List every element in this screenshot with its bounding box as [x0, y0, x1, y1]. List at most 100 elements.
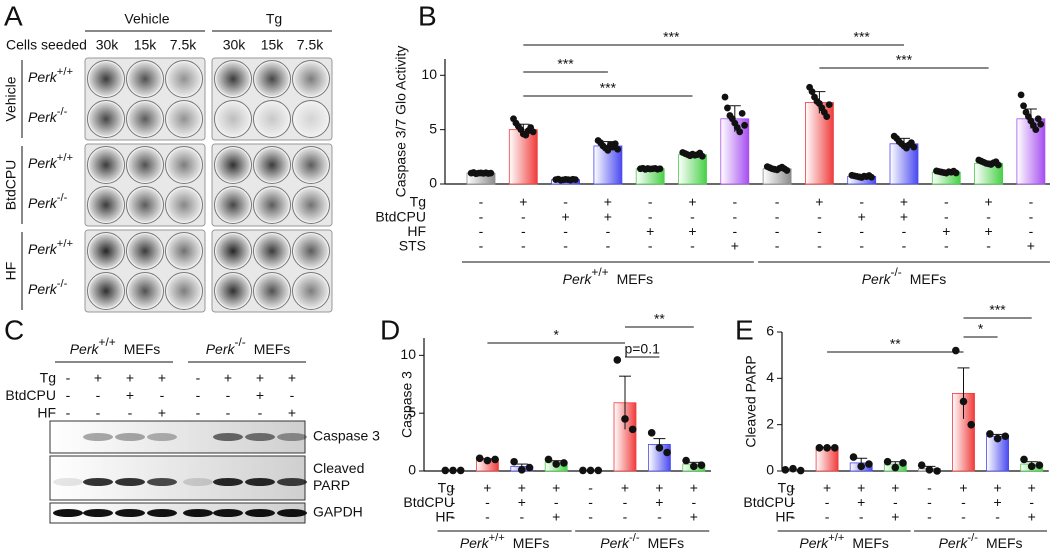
well-stain	[216, 62, 250, 96]
treatment-label: BtdCPU	[743, 494, 794, 510]
treatment-sign: -	[485, 509, 490, 525]
blot-band	[83, 478, 113, 486]
treatment-sign: +	[224, 370, 232, 386]
data-point	[917, 461, 926, 470]
treatment-sign: -	[648, 238, 653, 254]
well-stain	[216, 234, 250, 268]
treatment-sign: -	[521, 208, 526, 224]
treatment-sign: -	[791, 494, 796, 510]
treatment-sign: +	[688, 223, 696, 239]
gene: Perk	[862, 271, 892, 287]
genotype: -/-	[57, 278, 68, 290]
treatment-sign: -	[775, 238, 780, 254]
panel-letter: C	[4, 314, 24, 345]
treatment-sign: +	[823, 480, 831, 496]
y-tick-label: 0	[408, 462, 416, 478]
well-stain	[167, 62, 201, 96]
treatment-sign: +	[688, 194, 696, 210]
data-point	[697, 461, 706, 470]
blot	[49, 455, 306, 501]
blot-band	[183, 433, 213, 441]
well-stain	[128, 148, 162, 182]
well-stain	[294, 234, 328, 268]
treatment-sign: +	[646, 223, 654, 239]
data-point	[647, 429, 656, 437]
treatment-sign: +	[655, 480, 663, 496]
treatment-sign: -	[479, 208, 484, 224]
treatment-sign: +	[858, 208, 866, 224]
treatment-sign: +	[288, 405, 296, 421]
well-stain	[216, 188, 250, 222]
genotype-label: Perk+/+ MEFs	[563, 265, 654, 287]
treatment-label: Vehicle	[3, 76, 19, 121]
well-stain	[128, 102, 162, 136]
treatment-sign: -	[623, 509, 628, 525]
genotype-label: Perk-/-	[28, 106, 68, 125]
significance-label: p=0.1	[624, 341, 660, 357]
blot-band	[83, 433, 113, 441]
suffix: MEFs	[124, 341, 161, 357]
treatment-sign: -	[961, 494, 966, 510]
treatment-sign: -	[927, 509, 932, 525]
condition-label: Tg	[266, 11, 282, 27]
genotype: +/+	[57, 238, 73, 250]
panel-letter: B	[418, 0, 437, 31]
treatment-sign: -	[521, 238, 526, 254]
treatment-sign: -	[648, 194, 653, 210]
panel-letter: A	[4, 0, 23, 31]
treatment-sign: +	[690, 509, 698, 525]
data-point	[952, 346, 960, 355]
blot-band	[183, 509, 213, 517]
treatment-sign: +	[604, 208, 612, 224]
treatment-label: HF	[435, 509, 454, 525]
well-stain	[255, 102, 289, 136]
genotype: -/-	[629, 532, 640, 544]
suffix: MEFs	[513, 535, 550, 551]
significance-label: ***	[896, 52, 913, 68]
genotype-label: Perk+/+	[28, 66, 73, 85]
data-point	[525, 463, 534, 472]
data-point	[613, 356, 622, 364]
treatment-sign: -	[732, 223, 737, 239]
data-point	[690, 462, 698, 471]
treatment-sign: -	[859, 509, 864, 525]
treatment-sign: -	[606, 238, 611, 254]
treatment-sign: +	[519, 194, 527, 210]
density-label: 15k	[261, 37, 285, 53]
well-stain	[167, 274, 201, 308]
treatment-sign: -	[690, 208, 695, 224]
blot-band	[213, 433, 243, 441]
bar	[1016, 118, 1046, 185]
treatment-sign: -	[588, 494, 593, 510]
genotype-label: Perk+/+ MEFs	[460, 532, 550, 551]
genotype-label: Perk-/- MEFs	[939, 532, 1023, 551]
treatment-sign: +	[126, 387, 134, 403]
data-point	[993, 434, 1002, 443]
blot-band	[245, 433, 275, 441]
treatment-sign: -	[588, 509, 593, 525]
treatment-sign: -	[196, 405, 201, 421]
data-point	[529, 128, 537, 136]
treatment-sign: -	[732, 208, 737, 224]
data-point	[986, 430, 994, 438]
treatment-sign: -	[485, 494, 490, 510]
genotype-label: Perk-/- MEFs	[862, 265, 947, 287]
treatment-sign: +	[959, 480, 967, 496]
blot-band	[53, 433, 83, 441]
treatment-sign: -	[606, 223, 611, 239]
well-stain	[294, 102, 328, 136]
treatment-sign: -	[1029, 223, 1034, 239]
treatment-label: BtdCPU	[3, 160, 19, 211]
treatment-sign: +	[256, 370, 264, 386]
treatment-sign: +	[891, 509, 899, 525]
treatment-sign: -	[226, 405, 231, 421]
significance-label: **	[654, 311, 665, 327]
blot-band	[213, 478, 243, 486]
data-point	[579, 466, 587, 475]
blot-band	[147, 509, 177, 517]
bar	[508, 129, 538, 185]
well-stain	[255, 188, 289, 222]
treatment-label: HF	[407, 223, 426, 239]
suffix: MEFs	[986, 535, 1023, 551]
data-point	[925, 466, 934, 474]
